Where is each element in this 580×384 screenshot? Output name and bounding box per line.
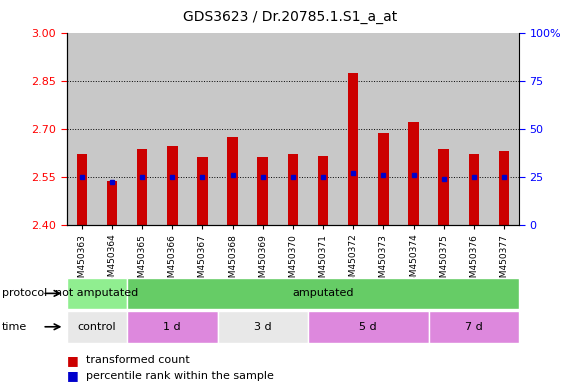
Text: time: time — [2, 322, 27, 332]
Bar — [77, 154, 87, 225]
Text: amputated: amputated — [292, 288, 354, 298]
Text: control: control — [78, 322, 116, 332]
Bar — [499, 151, 509, 225]
Bar — [137, 149, 147, 225]
Text: 5 d: 5 d — [360, 322, 377, 332]
Text: 7 d: 7 d — [465, 322, 483, 332]
Bar — [227, 137, 238, 225]
Text: GDS3623 / Dr.20785.1.S1_a_at: GDS3623 / Dr.20785.1.S1_a_at — [183, 10, 397, 23]
Text: 1 d: 1 d — [164, 322, 181, 332]
Bar — [469, 154, 479, 225]
Bar — [197, 157, 208, 225]
Text: 3 d: 3 d — [254, 322, 271, 332]
Bar — [308, 311, 429, 343]
Bar — [288, 154, 298, 225]
Bar — [258, 157, 268, 225]
Bar — [67, 311, 127, 343]
Bar — [429, 311, 519, 343]
Bar — [348, 73, 358, 225]
Bar — [167, 146, 177, 225]
Text: ■: ■ — [67, 354, 78, 367]
Bar — [107, 181, 117, 225]
Bar — [378, 133, 389, 225]
Text: not amputated: not amputated — [55, 288, 139, 298]
Bar — [438, 149, 449, 225]
Text: transformed count: transformed count — [86, 355, 190, 365]
Bar — [127, 278, 519, 309]
Bar — [127, 311, 218, 343]
Text: protocol: protocol — [2, 288, 47, 298]
Bar — [218, 311, 308, 343]
Bar — [318, 156, 328, 225]
Bar — [408, 122, 419, 225]
Text: percentile rank within the sample: percentile rank within the sample — [86, 371, 274, 381]
Bar — [67, 278, 127, 309]
Text: ■: ■ — [67, 369, 78, 382]
